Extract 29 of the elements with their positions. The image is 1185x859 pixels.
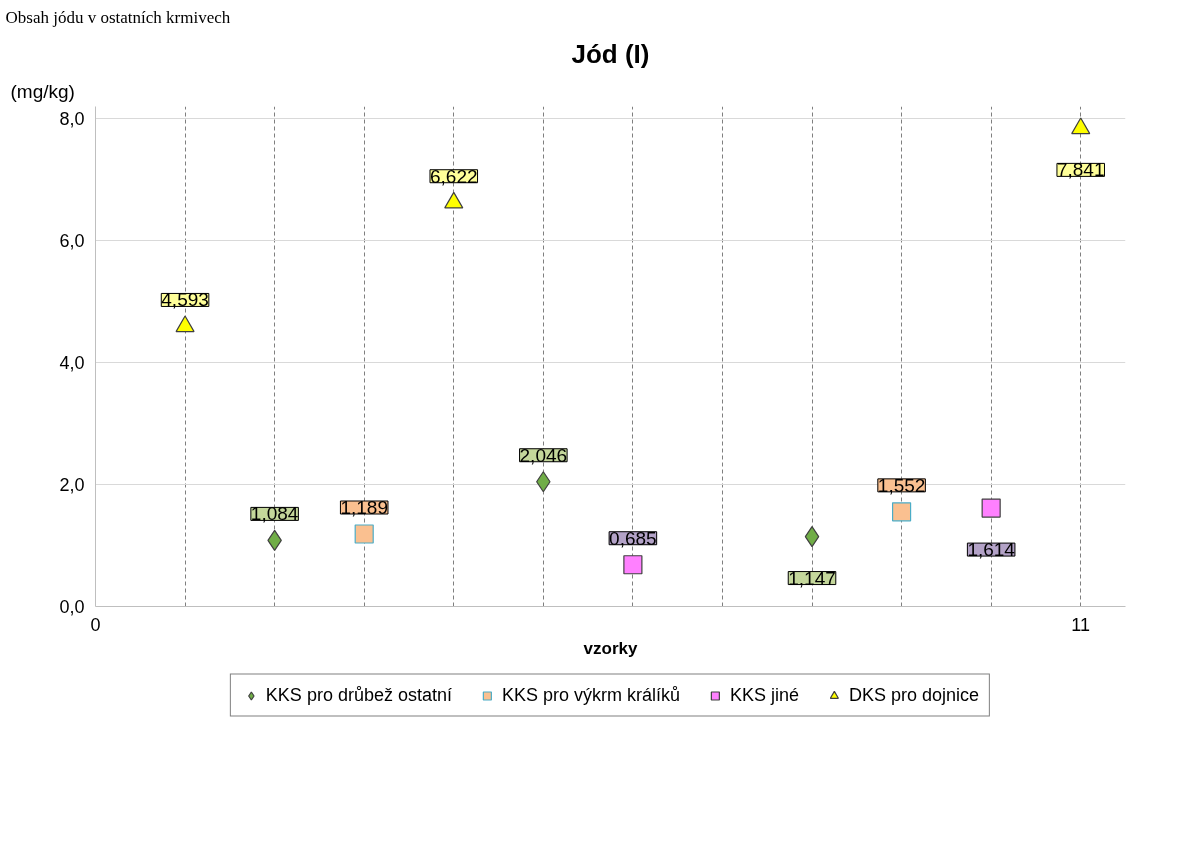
legend-label: KKS pro výkrm králíků — [501, 684, 681, 706]
point — [891, 502, 912, 522]
data-label: 1,147 — [788, 567, 836, 589]
legend-label: DKS pro dojnice — [849, 684, 980, 706]
data-label: 7,841 — [1056, 159, 1105, 181]
x-tick-label: 0 — [90, 614, 101, 635]
x-tick-label: 11 — [1071, 614, 1091, 635]
y-axis-title: (mg/kg) — [10, 80, 75, 102]
data-label: 1,189 — [340, 497, 388, 518]
point — [175, 315, 195, 333]
text: Obsah jódu v ostatních krmivech — [5, 7, 231, 27]
y-tick-label: 8,0 — [59, 109, 85, 130]
data-label: 2,046 — [519, 444, 568, 466]
y-tick-label: 2,0 — [59, 475, 85, 496]
y-tick-label: 6,0 — [59, 231, 85, 252]
data-label: 1,552 — [877, 474, 926, 496]
data-label: 6,622 — [429, 165, 478, 187]
y-tick-label: 4,0 — [59, 353, 85, 374]
point — [623, 555, 643, 575]
point — [1071, 117, 1091, 135]
chart-title: Jód (I) — [571, 38, 650, 69]
x-axis-title: vzorky — [583, 638, 638, 658]
legend-label: KKS jiné — [730, 684, 800, 706]
point — [354, 524, 374, 544]
data-label: 1,084 — [250, 503, 299, 525]
legend-label: KKS pro drůbež ostatní — [265, 684, 452, 706]
point — [981, 498, 1001, 518]
point — [444, 191, 464, 209]
y-tick-label: 0,0 — [59, 597, 85, 617]
